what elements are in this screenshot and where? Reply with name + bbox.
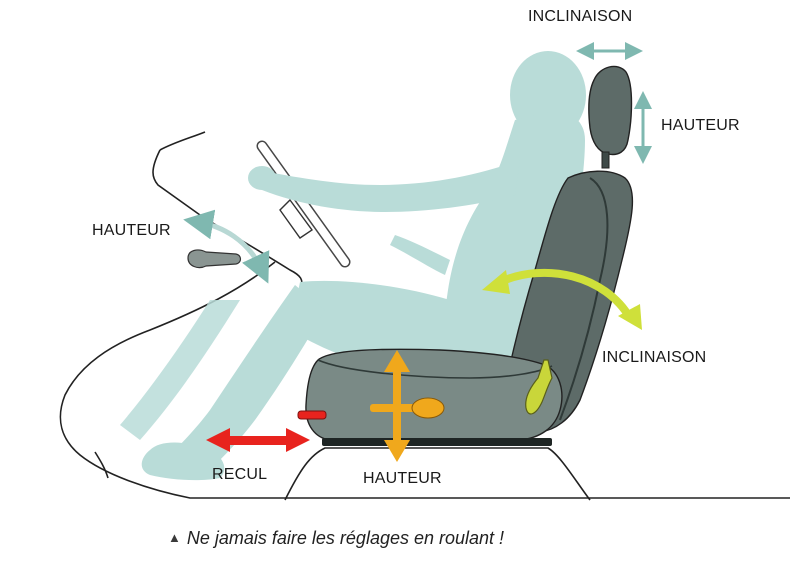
backrest-tilt-label: INCLINAISON xyxy=(602,349,707,366)
slide-lever xyxy=(297,410,327,420)
seat-height-label: HAUTEUR xyxy=(363,470,442,487)
slide-arrow xyxy=(206,428,310,452)
headrest-tilt-label: INCLINAISON xyxy=(528,8,633,25)
car-floor-outline xyxy=(59,261,790,499)
seat-cushion-top xyxy=(317,359,553,379)
pedal-outline xyxy=(94,451,109,479)
steering-height-arrow xyxy=(183,209,270,284)
warning-caption: ▲ Ne jamais faire les réglages en roulant… xyxy=(168,528,504,549)
car-dashboard-outline xyxy=(152,131,303,291)
headrest-height-label: HAUTEUR xyxy=(661,117,740,134)
warning-caption-text: Ne jamais faire les réglages en roulant … xyxy=(186,528,505,548)
triangle-warning-icon: ▲ xyxy=(168,530,181,545)
steering-bracket xyxy=(279,198,313,239)
slide-label: RECUL xyxy=(212,466,268,483)
steering-height-label: HAUTEUR xyxy=(92,222,171,239)
seat-cushion xyxy=(305,348,563,441)
backrest-tilt-arrow xyxy=(482,268,642,330)
headrest-post xyxy=(601,151,610,169)
headrest xyxy=(588,65,633,156)
seat-base-outline xyxy=(284,447,591,501)
seat-height-lever xyxy=(370,397,445,419)
seat-backrest-side xyxy=(559,177,609,421)
seat-rail xyxy=(322,438,552,446)
backrest-lever xyxy=(525,359,553,415)
steering-height-lever xyxy=(187,249,242,269)
